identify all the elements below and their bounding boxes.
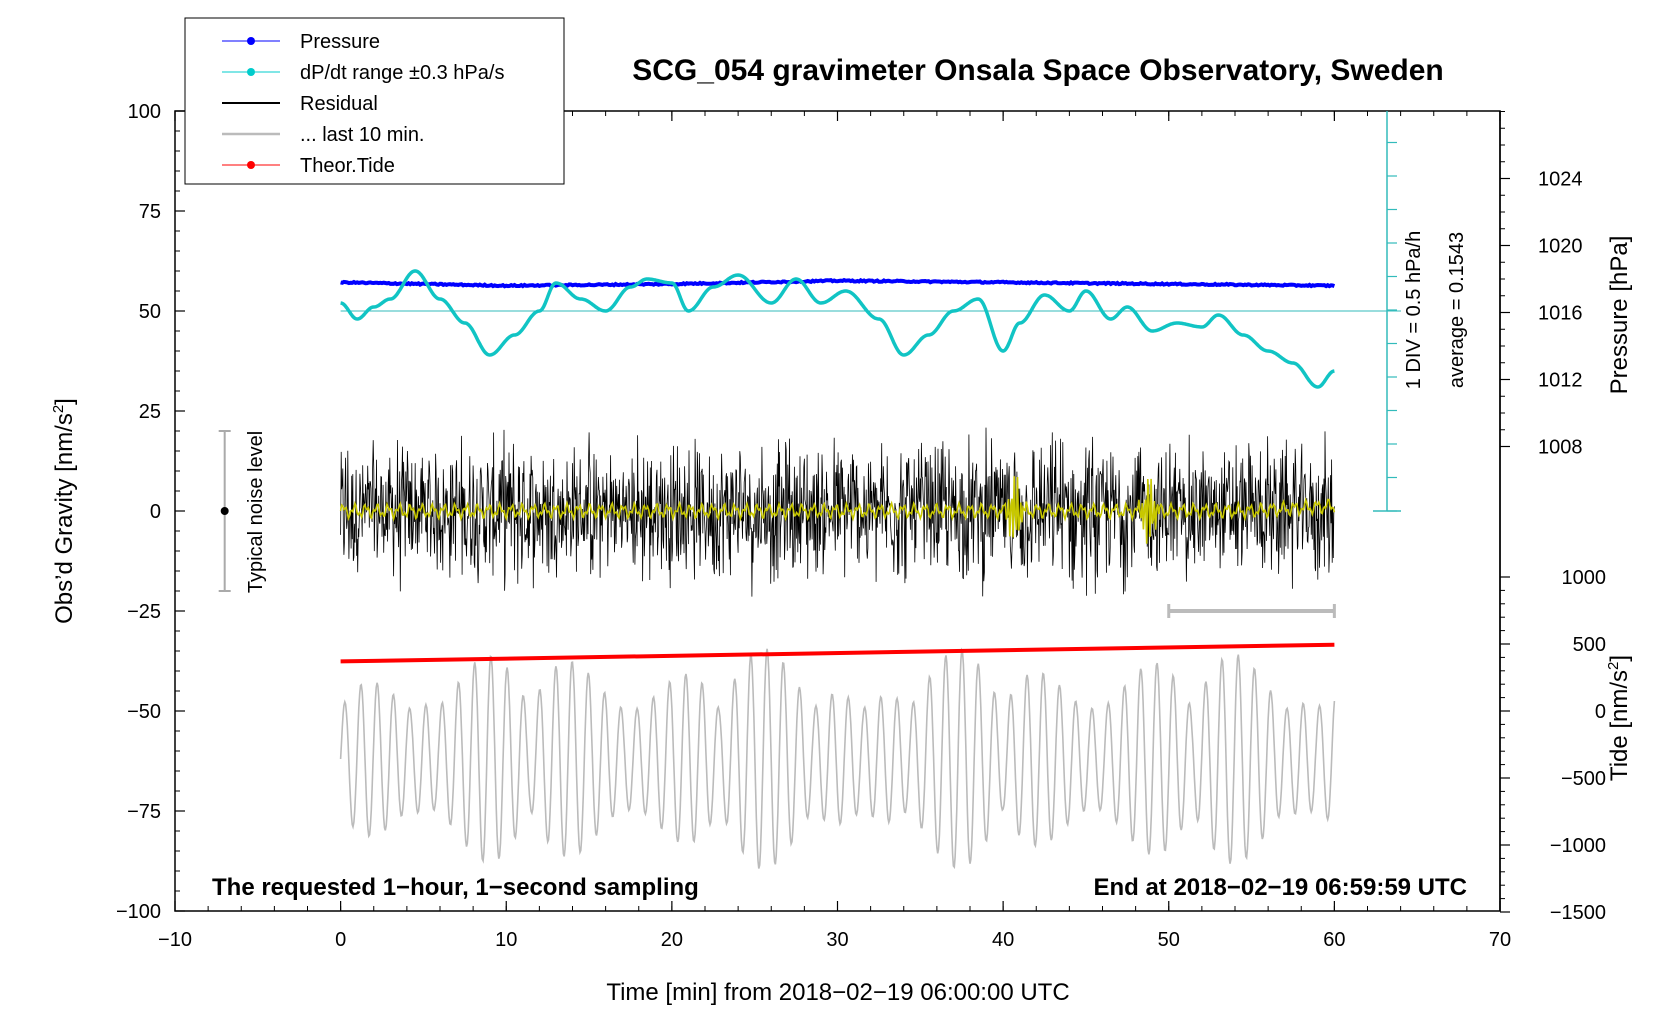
series-theor-tide bbox=[340, 642, 1335, 664]
legend-label: ... last 10 min. bbox=[300, 124, 425, 146]
series-layer bbox=[218, 269, 1401, 870]
chart-title: SCG_054 gravimeter Onsala Space Observat… bbox=[632, 54, 1444, 87]
series-residual-filtered bbox=[339, 476, 1336, 544]
legend-marker bbox=[247, 161, 255, 169]
y-tick-label-left: −75 bbox=[127, 801, 161, 823]
x-tick-label: −10 bbox=[158, 929, 192, 951]
series-residual bbox=[340, 427, 1335, 597]
pressure-tick-label: 1024 bbox=[1538, 169, 1583, 191]
legend-box bbox=[184, 17, 565, 185]
legend-marker bbox=[247, 37, 255, 45]
dpdt-average-label: average = 0.1543 bbox=[1446, 232, 1468, 388]
legend-label: dP/dt range ±0.3 hPa/s bbox=[300, 62, 504, 84]
text-layer: −10 0 10 20 30 40 50 60 701007550250−25−50−75−10… bbox=[116, 101, 1606, 951]
legend-label: Pressure bbox=[300, 31, 380, 53]
y-tick-label-left: 75 bbox=[139, 201, 161, 223]
series-last-10-min bbox=[339, 647, 1336, 870]
tide-tick-label: 500 bbox=[1573, 634, 1606, 656]
tide-tick-label: −500 bbox=[1561, 768, 1606, 790]
pressure-tick-label: 1008 bbox=[1538, 437, 1583, 459]
x-tick-label: 50 bbox=[1158, 929, 1180, 951]
pressure-tick-label: 1020 bbox=[1538, 236, 1583, 258]
y-axis-label-tide: Tide [nm/s2] bbox=[1605, 655, 1633, 781]
tide-tick-label: −1500 bbox=[1550, 902, 1606, 924]
pressure-tick-label: 1012 bbox=[1538, 370, 1583, 392]
legend-marker bbox=[247, 68, 255, 76]
y-axis-label-left: Obs’d Gravity [nm/s2] bbox=[50, 398, 78, 624]
annotation-end-time: End at 2018−02−19 06:59:59 UTC bbox=[1093, 874, 1467, 901]
y-tick-label-left: 0 bbox=[150, 501, 161, 523]
tide-tick-label: −1000 bbox=[1550, 835, 1606, 857]
x-tick-label: 60 bbox=[1323, 929, 1345, 951]
noise-level-label: Typical noise level bbox=[245, 431, 267, 593]
x-tick-label: 40 bbox=[992, 929, 1014, 951]
dpdt-div-label: 1 DIV = 0.5 hPa/h bbox=[1403, 231, 1425, 389]
x-tick-label: 30 bbox=[826, 929, 848, 951]
legend: Pressure dP/dt range ±0.3 hPa/s Residual..… bbox=[184, 17, 565, 185]
x-tick-label: 70 bbox=[1489, 929, 1511, 951]
y-tick-label-left: 100 bbox=[128, 101, 161, 123]
legend-items: Pressure dP/dt range ±0.3 hPa/s Residual..… bbox=[222, 31, 504, 177]
series-dpdt bbox=[340, 269, 1335, 389]
x-axis-label: Time [min] from 2018−02−19 06:00:00 UTC bbox=[606, 979, 1069, 1006]
series-pressure bbox=[340, 277, 1336, 289]
legend-label: Residual bbox=[300, 93, 378, 115]
legend-label: Theor.Tide bbox=[300, 155, 395, 177]
y-axis-label-pressure: Pressure [hPa] bbox=[1606, 236, 1633, 395]
noise-bar-center bbox=[220, 507, 229, 515]
y-tick-label-left: 50 bbox=[139, 301, 161, 323]
y-tick-label-left: −100 bbox=[116, 901, 161, 923]
x-tick-label: 20 bbox=[661, 929, 683, 951]
x-tick-label: 10 bbox=[495, 929, 517, 951]
y-tick-label-left: 25 bbox=[139, 401, 161, 423]
tide-tick-label: 0 bbox=[1595, 701, 1606, 723]
pressure-tick-label: 1016 bbox=[1538, 303, 1583, 325]
tick-layer bbox=[174, 110, 1510, 913]
annotation-sampling: The requested 1−hour, 1−second sampling bbox=[212, 874, 699, 901]
y-tick-label-left: −50 bbox=[127, 701, 161, 723]
x-tick-label: 0 bbox=[335, 929, 346, 951]
tide-tick-label: 1000 bbox=[1562, 567, 1607, 589]
y-tick-label-left: −25 bbox=[127, 601, 161, 623]
